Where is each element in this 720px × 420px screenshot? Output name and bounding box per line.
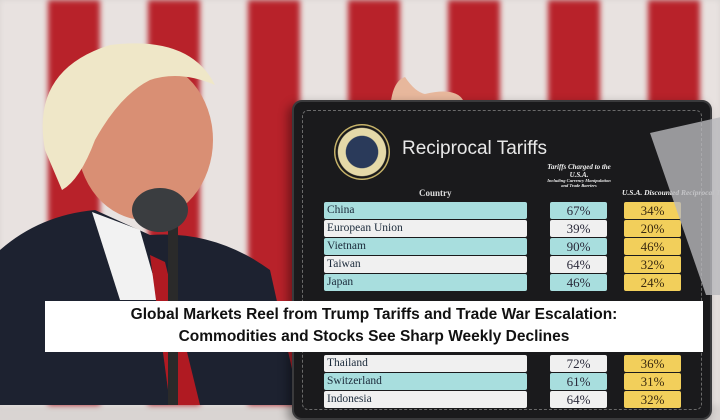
headline-line-2: Commodities and Stocks See Sharp Weekly … [178,328,570,345]
country-name: Thailand [324,355,527,372]
country-name: China [324,202,527,219]
headline-caption: Global Markets Reel from Trump Tariffs a… [45,301,703,352]
discounted-value: 36% [624,355,681,372]
header-charged-note: Including Currency Manipulation and Trad… [547,178,611,189]
country-name: Switzerland [324,373,527,390]
charged-value: 90% [550,238,607,255]
header-country: Country [419,188,452,198]
presidential-seal-icon [334,124,390,180]
header-charged-text: Tariffs Charged to the U.S.A. [547,163,611,179]
charged-value: 61% [550,373,607,390]
tariff-row: Taiwan 64% 32% [324,256,704,273]
discounted-value: 46% [624,238,681,255]
charged-value: 67% [550,202,607,219]
charged-value: 72% [550,355,607,372]
headline-line-1: Global Markets Reel from Trump Tariffs a… [130,306,618,323]
discounted-value: 24% [624,274,681,291]
country-name: European Union [324,220,527,237]
charged-value: 64% [550,256,607,273]
tariff-row: Vietnam 90% 46% [324,238,704,255]
tariff-row: Indonesia 64% 32% [324,391,704,408]
charged-value: 64% [550,391,607,408]
discounted-value: 34% [624,202,681,219]
tariff-row: Japan 46% 24% [324,274,704,291]
discounted-value: 32% [624,256,681,273]
tariff-row: Switzerland 61% 31% [324,373,704,390]
country-name: Vietnam [324,238,527,255]
discounted-value: 32% [624,391,681,408]
board-title: Reciprocal Tariffs [402,138,548,159]
tariff-row: China 67% 34% [324,202,704,219]
discounted-value: 20% [624,220,681,237]
tariff-row: Thailand 72% 36% [324,355,704,372]
tariff-row: European Union 39% 20% [324,220,704,237]
header-charged: Tariffs Charged to the U.S.A. Including C… [544,163,614,189]
country-name: Indonesia [324,391,527,408]
charged-value: 46% [550,274,607,291]
discounted-value: 31% [624,373,681,390]
charged-value: 39% [550,220,607,237]
microphone-icon [132,188,188,232]
country-name: Japan [324,274,527,291]
tariff-board: Reciprocal Tariffs Country Tariffs Charg… [292,100,720,420]
country-name: Taiwan [324,256,527,273]
